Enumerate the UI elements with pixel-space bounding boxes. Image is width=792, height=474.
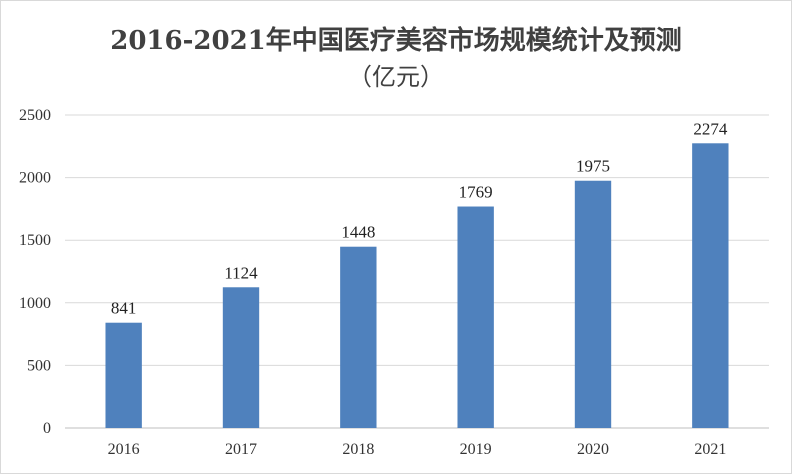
data-label-2016: 841	[111, 299, 137, 318]
bar-2016	[105, 322, 142, 428]
y-tick-label: 2000	[19, 170, 51, 187]
data-label-2018: 1448	[341, 223, 375, 242]
x-tick-label: 2021	[694, 441, 726, 458]
y-tick-label: 0	[43, 420, 51, 437]
x-axis-ticks: 2016 2017 2018 2019 2020 2021	[108, 441, 727, 458]
chart-subtitle: （亿元）	[348, 63, 444, 91]
chart-title: 2016-2021年中国医疗美容市场规模统计及预测	[110, 25, 682, 56]
bars	[105, 143, 729, 428]
data-label-2017: 1124	[224, 263, 258, 282]
gridlines	[65, 114, 769, 429]
bar-2017	[222, 287, 260, 428]
data-labels: 841 1124 1448 1769 1975 2274	[111, 119, 728, 317]
data-label-2021: 2274	[693, 119, 728, 138]
bar-2020	[574, 180, 612, 428]
bar-2018	[340, 246, 377, 428]
x-tick-label: 2017	[225, 441, 257, 458]
x-tick-label: 2016	[108, 441, 140, 458]
data-label-2019: 1769	[459, 183, 493, 202]
y-tick-label: 2500	[19, 107, 51, 124]
y-axis-ticks: 0 500 1000 1500 2000 2500	[19, 107, 51, 437]
y-tick-label: 1000	[19, 295, 51, 312]
x-tick-label: 2018	[342, 441, 374, 458]
bar-2019	[457, 206, 494, 428]
y-tick-label: 1500	[19, 232, 51, 249]
x-tick-label: 2020	[577, 441, 609, 458]
y-tick-label: 500	[27, 357, 51, 374]
x-tick-label: 2019	[460, 441, 492, 458]
data-label-2020: 1975	[576, 157, 610, 176]
bar-2021	[692, 143, 729, 428]
